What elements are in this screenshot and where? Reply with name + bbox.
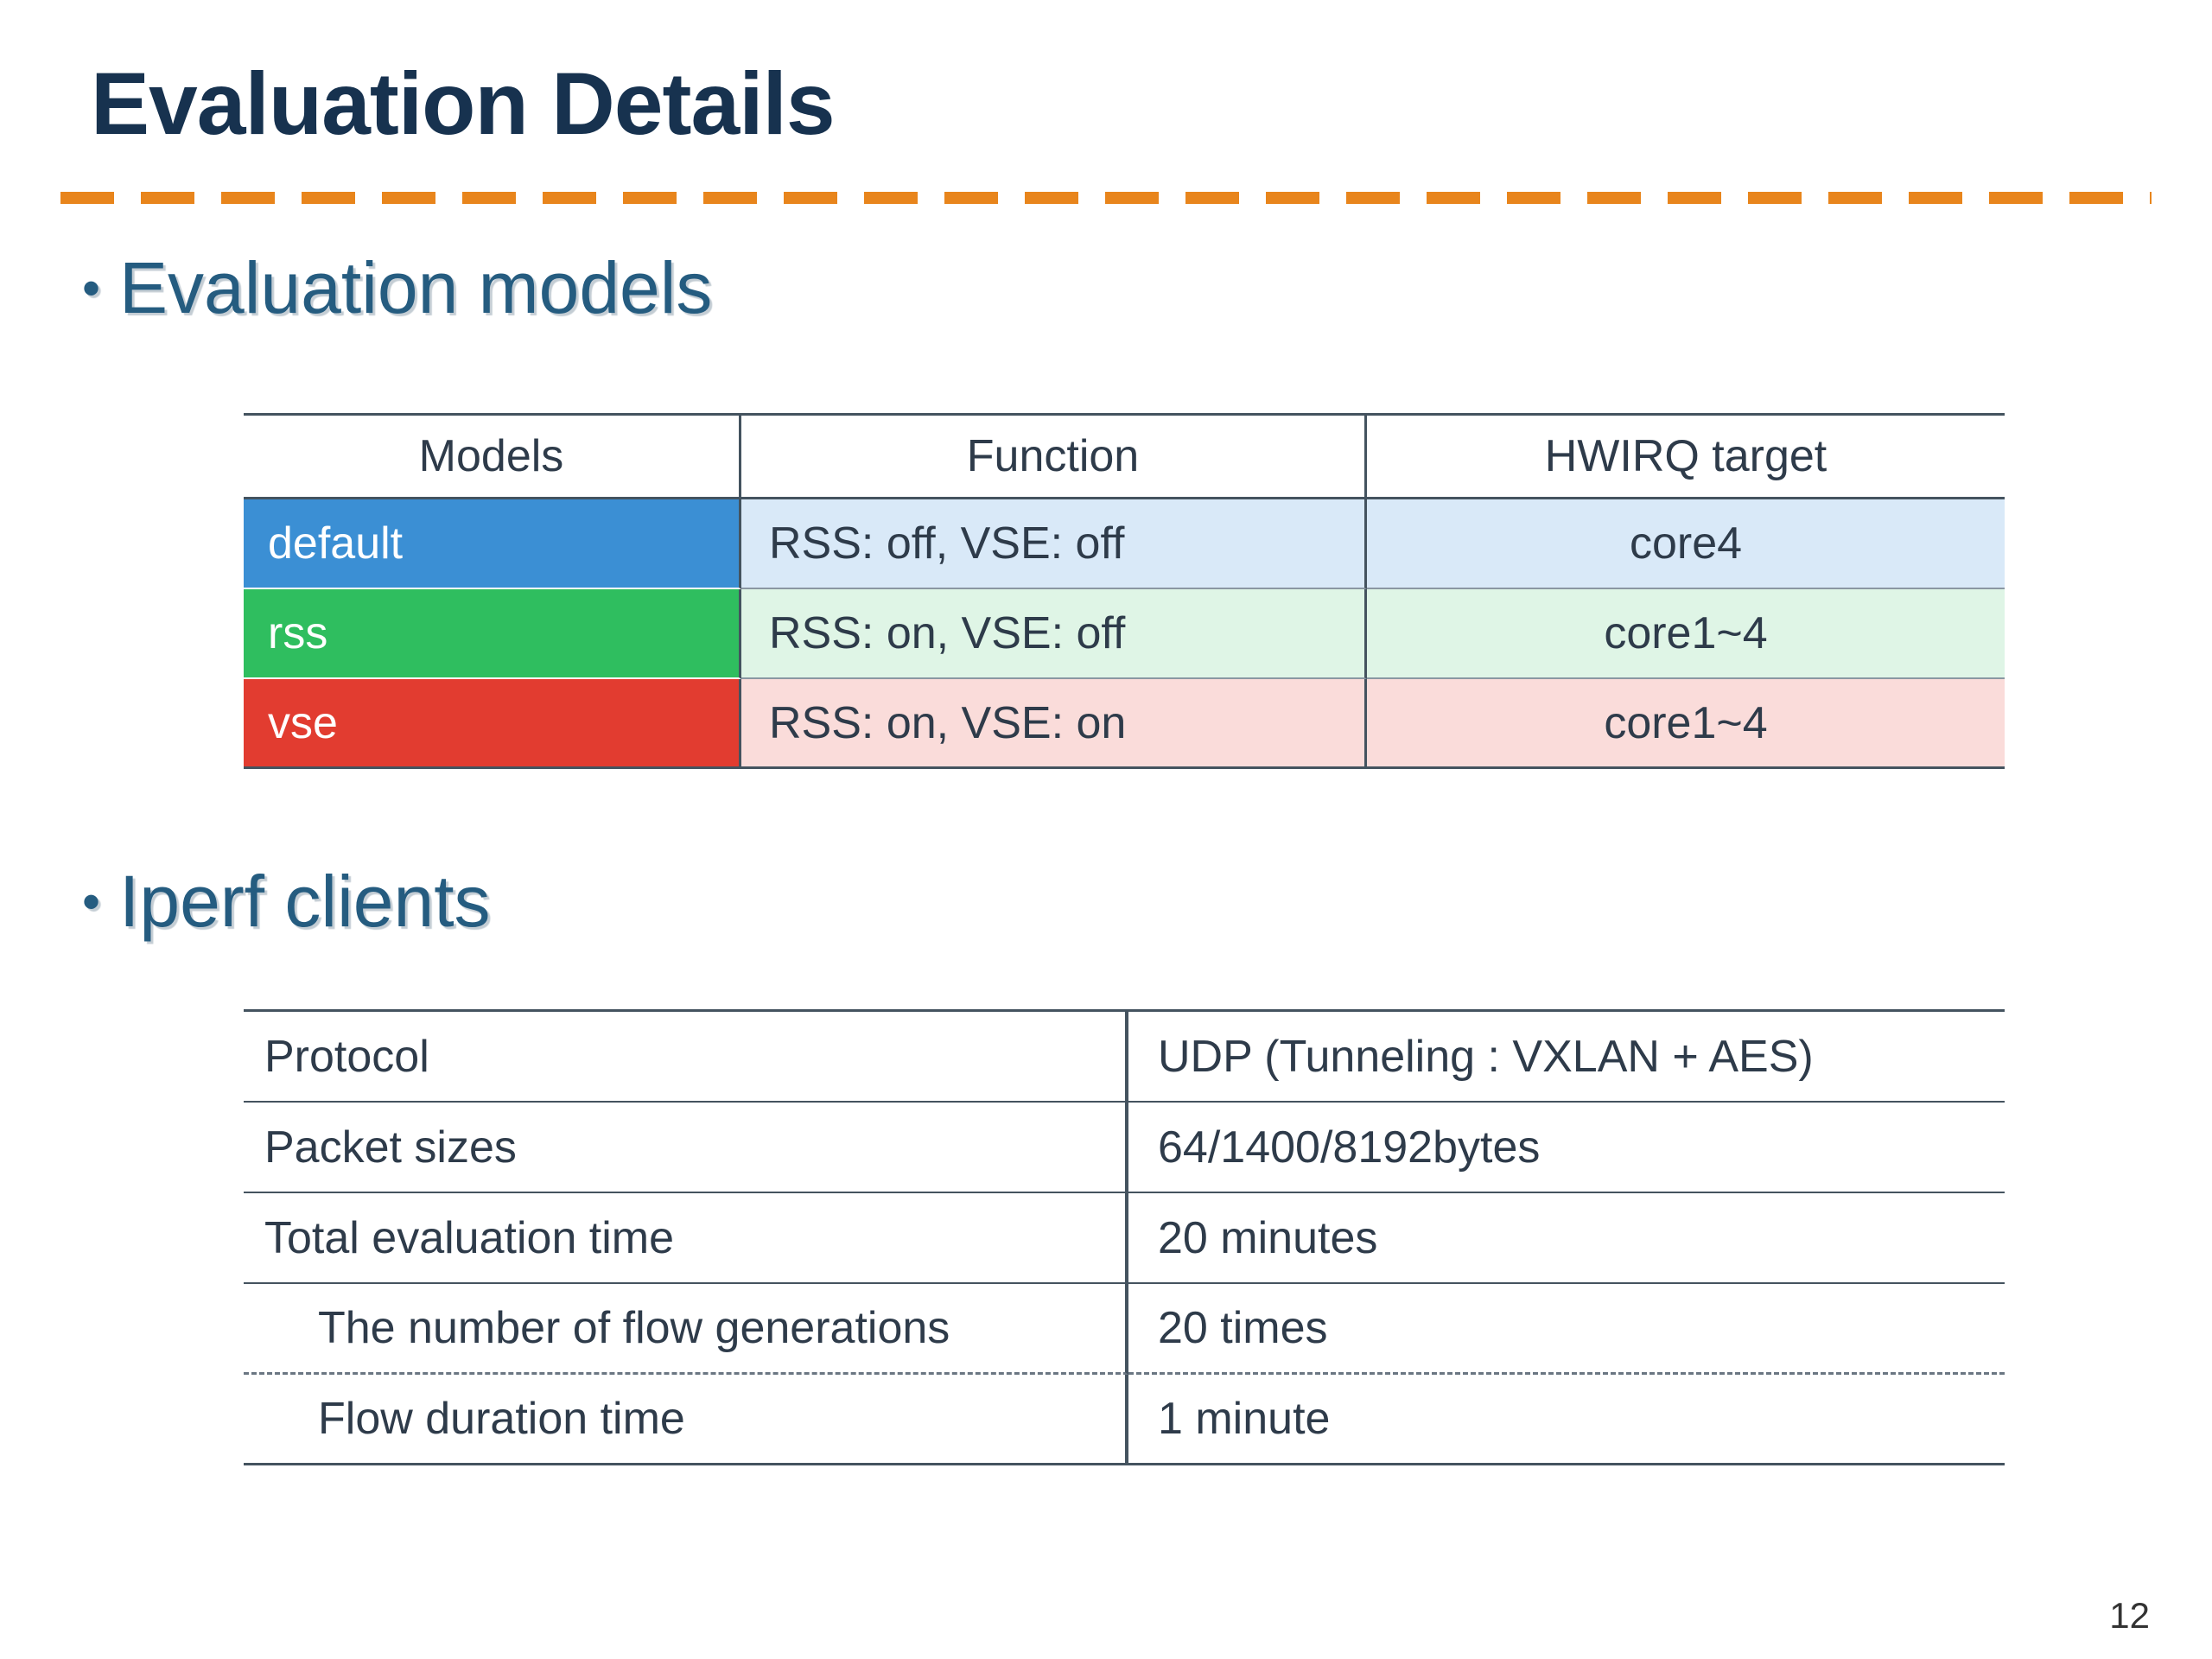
model-name-cell: default [244, 499, 741, 589]
iperf-label-cell: Total evaluation time [244, 1193, 1128, 1284]
model-name-cell: vse [244, 679, 741, 769]
title-underline [60, 192, 2152, 204]
iperf-value-cell: 20 times [1128, 1284, 2005, 1375]
iperf-label-cell: The number of flow generations [244, 1284, 1128, 1375]
bullet-icon: • [82, 258, 101, 317]
bullet-icon: • [82, 872, 101, 931]
models-table-header-function: Function [741, 413, 1367, 499]
iperf-label-cell: Flow duration time [244, 1375, 1128, 1465]
model-function-cell: RSS: on, VSE: on [741, 679, 1367, 769]
iperf-value-cell: 20 minutes [1128, 1193, 2005, 1284]
iperf-label-cell: Protocol [244, 1012, 1128, 1103]
models-table: Models Function HWIRQ target default RSS… [244, 413, 2005, 769]
model-target-cell: core4 [1367, 499, 2005, 589]
models-table-header-models: Models [244, 413, 741, 499]
model-target-cell: core1~4 [1367, 679, 2005, 769]
page-title: Evaluation Details [91, 54, 836, 153]
model-target-cell: core1~4 [1367, 589, 2005, 679]
model-function-cell: RSS: off, VSE: off [741, 499, 1367, 589]
iperf-label-cell: Packet sizes [244, 1103, 1128, 1193]
page-number: 12 [2109, 1595, 2150, 1636]
model-name-cell: rss [244, 589, 741, 679]
section-heading-models: • Evaluation models [82, 246, 712, 330]
models-table-header-target: HWIRQ target [1367, 413, 2005, 499]
iperf-value-cell: 1 minute [1128, 1375, 2005, 1465]
iperf-value-cell: 64/1400/8192bytes [1128, 1103, 2005, 1193]
section-heading-iperf-label: Iperf clients [119, 861, 491, 942]
section-heading-iperf: • Iperf clients [82, 860, 491, 944]
model-function-cell: RSS: on, VSE: off [741, 589, 1367, 679]
section-heading-models-label: Evaluation models [119, 247, 713, 328]
iperf-table: Protocol UDP (Tunneling : VXLAN + AES) P… [244, 1009, 2005, 1465]
iperf-value-cell: UDP (Tunneling : VXLAN + AES) [1128, 1012, 2005, 1103]
